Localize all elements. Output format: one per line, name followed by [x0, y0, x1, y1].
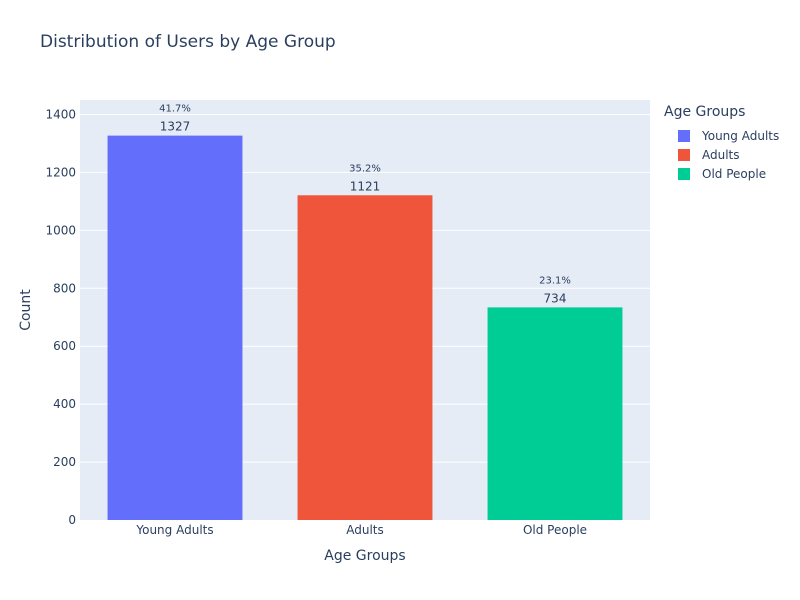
- y-axis-title: Count: [18, 289, 34, 331]
- bar-percent-label: 35.2%: [349, 163, 381, 174]
- chart-title: Distribution of Users by Age Group: [40, 32, 336, 52]
- bar-percent-label: 23.1%: [539, 275, 571, 286]
- y-tick-label: 0: [68, 513, 76, 527]
- legend-item-adults[interactable]: Adults: [664, 145, 779, 164]
- legend-title: Age Groups: [664, 104, 746, 120]
- y-tick-label: 200: [53, 455, 76, 469]
- legend: Age Groups Young Adults Adults Old Peopl…: [664, 104, 779, 183]
- bars: 1327 41.7% 1121 35.2% 734 23.1%: [107, 104, 623, 521]
- bar-percent-label: 41.7%: [159, 104, 191, 115]
- x-tick-label: Old People: [523, 523, 587, 537]
- x-tick-label: Adults: [346, 523, 384, 537]
- y-tick-label: 400: [53, 397, 76, 411]
- legend-label: Old People: [702, 166, 767, 181]
- legend-item-young-adults[interactable]: Young Adults: [664, 126, 779, 145]
- legend-swatch: [678, 148, 690, 161]
- x-tick-labels: Young Adults Adults Old People: [135, 523, 587, 537]
- bar-value-label: 734: [544, 291, 567, 305]
- legend-label: Adults: [702, 147, 740, 162]
- legend-label: Young Adults: [702, 128, 780, 143]
- y-tick-labels: 0 200 400 600 800 1000 1200 1400: [45, 107, 76, 527]
- bar-value-label: 1327: [160, 120, 191, 134]
- y-tick-label: 800: [53, 281, 76, 295]
- bar-value-label: 1121: [350, 179, 381, 193]
- bar: [297, 195, 433, 520]
- bar: [107, 135, 243, 521]
- y-tick-label: 1200: [45, 165, 76, 179]
- y-tick-label: 1000: [45, 223, 76, 237]
- legend-swatch: [678, 129, 690, 142]
- x-tick-label: Young Adults: [135, 523, 213, 537]
- y-tick-label: 1400: [45, 107, 76, 121]
- legend-swatch: [678, 167, 690, 180]
- x-axis-title: Age Groups: [324, 548, 405, 564]
- y-tick-label: 600: [53, 339, 76, 353]
- legend-item-old-people[interactable]: Old People: [664, 164, 779, 183]
- bar: [487, 307, 623, 520]
